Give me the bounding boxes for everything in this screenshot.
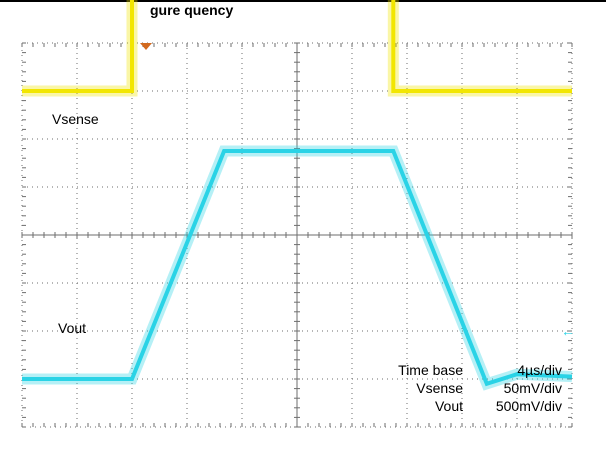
vsense-trace-label: Vsense — [52, 111, 99, 127]
traces — [22, 0, 573, 391]
vsense-scale-label: Vsense — [416, 380, 463, 396]
header-title-fragment: gure quency — [150, 2, 233, 18]
graticule — [21, 42, 573, 428]
vout-ground-marker-icon: ← — [561, 323, 575, 339]
vsense-scale-value: 50mV/div — [504, 380, 562, 396]
trigger-marker-icon — [140, 43, 152, 50]
vout-scale-value: 500mV/div — [496, 398, 562, 414]
timebase-value: 4µs/div — [517, 362, 562, 378]
timebase-label: Time base — [398, 362, 463, 378]
vout-scale-label: Vout — [435, 398, 463, 414]
vout-trace — [22, 149, 573, 387]
vsense-trace — [22, 0, 572, 93]
scale-readout: Time base 4µs/div Vsense 50mV/div Vout 5… — [398, 362, 562, 414]
vout-trace-label: Vout — [58, 320, 86, 336]
